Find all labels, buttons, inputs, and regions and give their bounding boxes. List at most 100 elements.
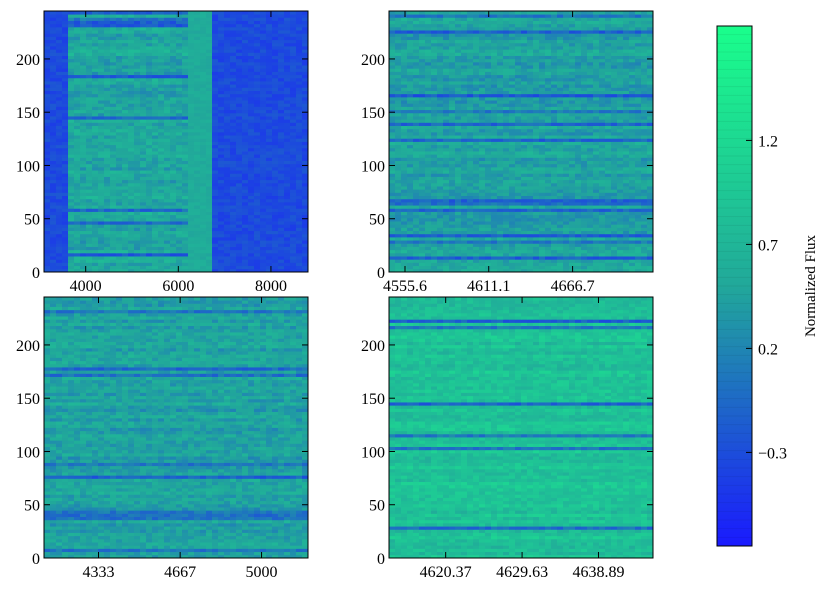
heatmap-cell — [188, 262, 195, 267]
heatmap-cell — [128, 49, 135, 53]
heatmap-cell — [188, 205, 195, 209]
heatmap-cell — [296, 182, 303, 187]
heatmap-cell — [230, 151, 237, 155]
heatmap-cell — [224, 100, 231, 104]
heatmap-cell — [152, 84, 159, 88]
heatmap-cell — [437, 217, 444, 222]
heatmap-cell — [272, 125, 279, 130]
heatmap-cell — [284, 33, 291, 37]
heatmap-cell — [296, 87, 303, 91]
heatmap-cell — [521, 201, 528, 206]
heatmap-cell — [569, 221, 576, 225]
heatmap-cell — [593, 214, 600, 219]
heatmap-cell — [575, 224, 582, 228]
heatmap-cell — [254, 138, 261, 142]
heatmap-cell — [140, 189, 147, 193]
heatmap-cell — [407, 265, 414, 270]
heatmap-cell — [302, 131, 309, 136]
heatmap-cell — [254, 77, 261, 82]
heatmap-cell — [92, 224, 99, 228]
heatmap-cell — [302, 36, 309, 41]
heatmap-cell — [266, 125, 273, 130]
heatmap-cell — [635, 176, 642, 181]
heatmap-cell — [218, 246, 225, 251]
heatmap-cell — [170, 30, 177, 34]
heatmap-cell — [242, 131, 249, 136]
heatmap-cell — [104, 74, 111, 79]
heatmap-cell — [242, 268, 249, 273]
heatmap-cell — [521, 262, 528, 267]
heatmap-cell — [479, 198, 486, 203]
heatmap-cell — [62, 221, 69, 225]
heatmap-cell — [104, 256, 111, 260]
heatmap-cell — [80, 23, 87, 28]
heatmap-cell — [146, 96, 153, 101]
heatmap-cell — [224, 252, 231, 257]
heatmap-cell — [62, 249, 69, 254]
heatmap-cell — [533, 221, 540, 225]
heatmap-cell — [212, 125, 219, 130]
heatmap-cell — [206, 141, 213, 146]
heatmap-cell — [260, 23, 267, 28]
heatmap-cell — [635, 227, 642, 232]
heatmap-cell — [44, 68, 51, 72]
heatmap-cell — [170, 87, 177, 91]
heatmap-cell — [473, 205, 480, 209]
heatmap-cell — [230, 268, 237, 273]
heatmap-cell — [224, 246, 231, 251]
heatmap-cell — [296, 112, 303, 117]
heatmap-cell — [395, 217, 402, 222]
heatmap-cell — [158, 173, 165, 177]
heatmap-cell — [290, 81, 297, 85]
heatmap-cell — [248, 221, 255, 225]
heatmap-cell — [581, 256, 588, 260]
heatmap-cell — [290, 201, 297, 206]
heatmap-cell — [629, 252, 636, 257]
heatmap-cell — [98, 236, 105, 241]
heatmap-cell — [98, 141, 105, 146]
heatmap-cell — [254, 227, 261, 232]
heatmap-cell — [443, 211, 450, 216]
heatmap-cell — [62, 205, 69, 209]
heatmap-cell — [176, 87, 183, 91]
heatmap-cell — [80, 144, 87, 149]
heatmap-cell — [134, 249, 141, 254]
heatmap-cell — [242, 249, 249, 254]
heatmap-cell — [50, 138, 57, 142]
heatmap-cell — [122, 103, 129, 107]
heatmap-cell — [479, 243, 486, 247]
heatmap-cell — [284, 119, 291, 123]
heatmap-cell — [593, 217, 600, 222]
heatmap-cell — [164, 163, 171, 168]
heatmap-cell — [50, 256, 57, 260]
heatmap-cell — [152, 186, 159, 190]
heatmap-cell — [527, 236, 534, 241]
heatmap-cell — [224, 135, 231, 139]
heatmap-cell — [509, 195, 516, 200]
heatmap-cell — [128, 256, 135, 260]
heatmap-cell — [302, 160, 309, 165]
heatmap-cell — [140, 122, 147, 126]
heatmap-cell — [62, 211, 69, 216]
heatmap-cell — [515, 176, 522, 181]
heatmap-cell — [242, 240, 249, 244]
heatmap-cell — [206, 30, 213, 34]
heatmap-cell — [170, 230, 177, 235]
heatmap-cell — [50, 224, 57, 228]
heatmap-cell — [62, 93, 69, 98]
heatmap-cell — [128, 233, 135, 238]
heatmap-cell — [194, 58, 201, 63]
heatmap-cell — [128, 138, 135, 142]
heatmap-cell — [635, 246, 642, 251]
heatmap-cell — [437, 192, 444, 197]
heatmap-cell — [509, 201, 516, 206]
heatmap-cell — [455, 221, 462, 225]
heatmap-cell — [146, 106, 153, 111]
heatmap-cell — [212, 39, 219, 44]
heatmap-cell — [80, 259, 87, 263]
heatmap-cell — [248, 65, 255, 69]
heatmap-cell — [272, 26, 279, 31]
heatmap-cell — [152, 265, 159, 270]
heatmap-cell — [479, 214, 486, 219]
heatmap-cell — [623, 205, 630, 209]
